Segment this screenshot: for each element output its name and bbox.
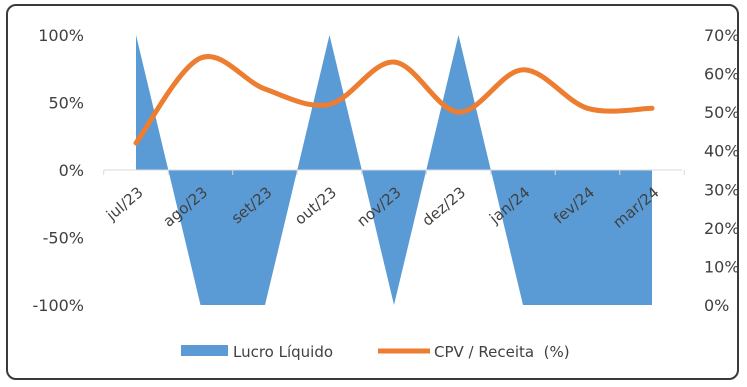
line-layer bbox=[133, 54, 655, 146]
cpv-receita-line bbox=[133, 54, 655, 146]
legend-label-lucro: Lucro Líquido bbox=[233, 343, 333, 361]
right-axis-ticks: 70% 60% 50% 40% 30% 20% 10% 0% bbox=[704, 26, 740, 315]
right-tick-label: 70% bbox=[704, 26, 740, 45]
left-tick-label: 50% bbox=[48, 94, 84, 113]
legend: Lucro Líquido CPV / Receita (%) bbox=[181, 343, 570, 361]
right-tick-label: 40% bbox=[704, 142, 740, 161]
x-tick-marks bbox=[103, 170, 685, 175]
right-tick-label: 60% bbox=[704, 65, 740, 84]
left-tick-label: 0% bbox=[59, 161, 84, 180]
x-tick-label: jul/23 bbox=[102, 183, 146, 224]
x-tick-label: dez/23 bbox=[419, 183, 469, 229]
right-tick-label: 50% bbox=[704, 103, 740, 122]
legend-label-cpv: CPV / Receita (%) bbox=[434, 343, 570, 361]
legend-swatch-lucro bbox=[181, 345, 228, 356]
left-axis-ticks: 100% 50% 0% -50% -100% bbox=[32, 26, 84, 315]
left-tick-label: 100% bbox=[38, 26, 84, 45]
right-tick-label: 10% bbox=[704, 257, 740, 276]
left-tick-label: -50% bbox=[43, 229, 84, 248]
right-tick-label: 30% bbox=[704, 180, 740, 199]
x-tick-label: out/23 bbox=[291, 183, 340, 228]
right-tick-label: 20% bbox=[704, 219, 740, 238]
left-tick-label: -100% bbox=[32, 296, 84, 315]
right-tick-label: 0% bbox=[704, 296, 729, 315]
